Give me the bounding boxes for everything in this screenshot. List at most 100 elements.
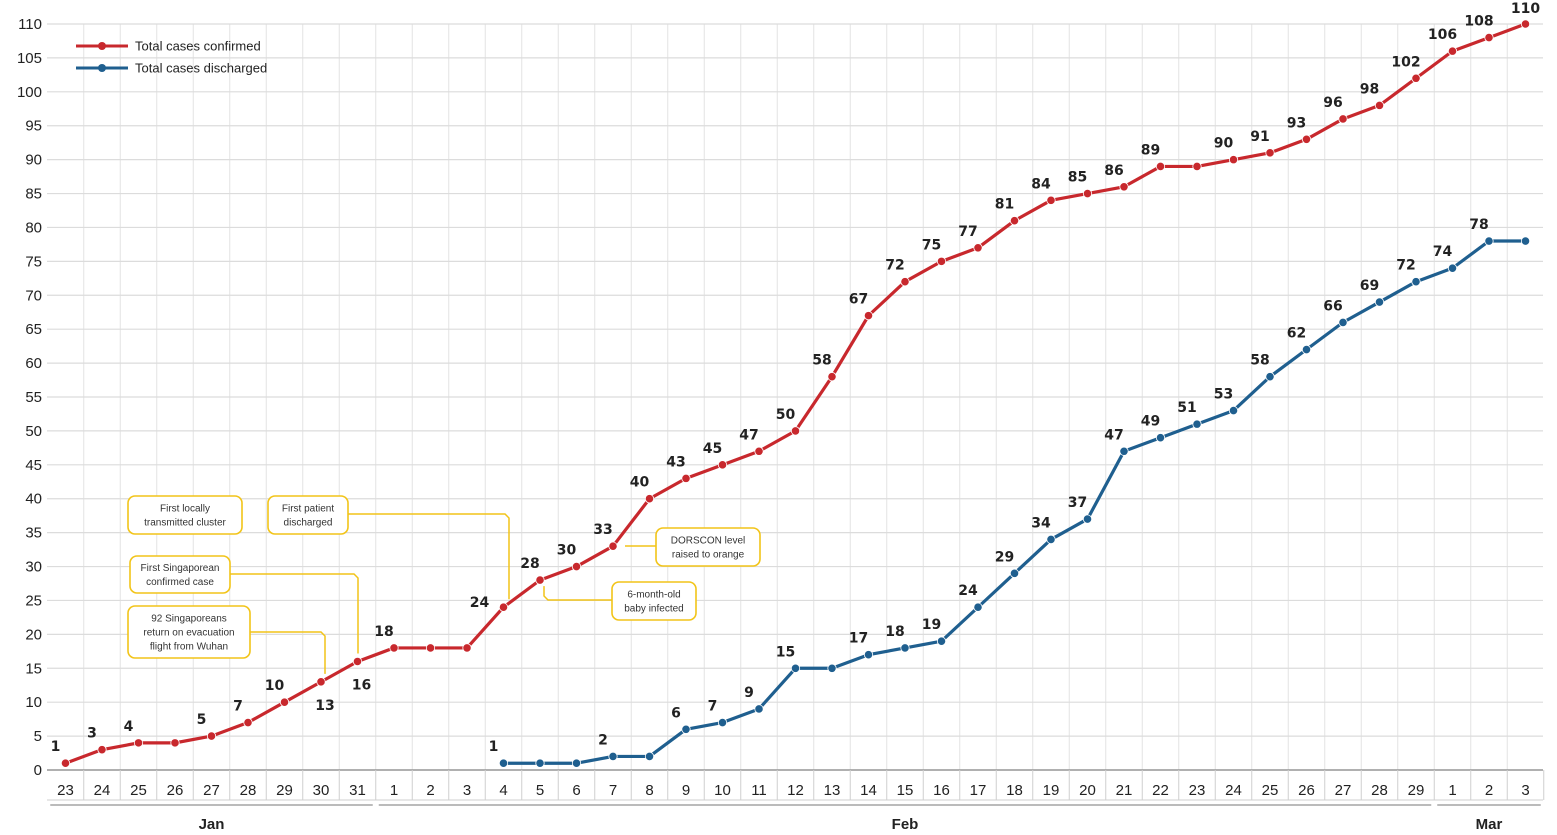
data-point	[1082, 188, 1093, 199]
data-point	[535, 575, 545, 585]
annotation-text: transmitted cluster	[144, 518, 226, 529]
month-label: Feb	[892, 816, 919, 833]
data-label: 85	[1068, 170, 1087, 186]
data-label: 106	[1428, 27, 1457, 43]
data-label: 47	[739, 427, 758, 443]
annotation-connector	[230, 573, 359, 654]
x-tick-label: 11	[751, 782, 767, 799]
x-tick-label: 15	[897, 782, 914, 799]
data-point	[352, 656, 363, 667]
data-label: 72	[885, 258, 904, 274]
data-point	[681, 724, 691, 734]
x-tick-label: 8	[645, 782, 653, 799]
x-tick-label: 3	[463, 782, 471, 799]
data-point	[827, 663, 837, 673]
data-point	[1155, 161, 1166, 172]
data-point	[462, 643, 472, 653]
data-label: 89	[1141, 142, 1160, 158]
data-point	[498, 758, 509, 768]
data-point	[900, 277, 910, 287]
data-label: 15	[776, 644, 795, 660]
x-tick-label: 5	[536, 782, 544, 799]
legend: Total cases confirmed Total cases dischar…	[76, 39, 267, 76]
data-point	[60, 758, 71, 768]
x-tick-label: 29	[1408, 782, 1425, 799]
x-tick-label: 2	[1485, 782, 1493, 799]
annotation-text: First patient	[282, 504, 334, 515]
legend-label: Total cases confirmed	[135, 39, 261, 54]
data-label: 24	[470, 595, 490, 611]
data-point	[1520, 19, 1531, 29]
x-tick-label: 1	[1448, 782, 1456, 799]
x-tick-label: 16	[933, 782, 950, 799]
series	[60, 19, 1531, 768]
data-label: 91	[1250, 129, 1269, 145]
y-tick-label: 65	[25, 321, 42, 338]
data-point	[1484, 236, 1494, 246]
y-tick-label: 50	[25, 423, 42, 440]
data-point	[316, 677, 326, 687]
x-tick-label: 20	[1079, 782, 1096, 799]
y-tick-label: 95	[25, 118, 42, 135]
data-point	[936, 636, 947, 646]
data-label: 66	[1323, 298, 1342, 314]
data-point	[973, 602, 983, 612]
data-label: 98	[1360, 81, 1379, 97]
data-point	[608, 541, 618, 551]
data-label: 9	[744, 685, 754, 701]
y-tick-label: 25	[25, 592, 42, 609]
x-tick-label: 29	[276, 782, 293, 799]
legend-swatch-point	[98, 42, 106, 50]
data-point	[754, 446, 764, 456]
data-point	[973, 243, 983, 253]
data-point	[863, 311, 874, 321]
x-tick-label: 7	[609, 782, 617, 799]
data-point	[1338, 317, 1348, 327]
data-point	[1374, 297, 1385, 307]
data-point	[1046, 195, 1056, 205]
annotation-connector	[250, 631, 326, 674]
legend-entry: Total cases discharged	[76, 61, 267, 76]
x-tick-label: 18	[1006, 782, 1023, 799]
annotation-evac: 92 Singaporeans return on evacuation fligh…	[127, 605, 326, 674]
annotation-box	[655, 527, 761, 567]
y-tick-label: 45	[25, 457, 42, 474]
data-label: 34	[1031, 515, 1051, 531]
data-point	[133, 738, 144, 748]
data-point	[1119, 446, 1129, 456]
data-label: 90	[1214, 136, 1234, 152]
data-label: 96	[1323, 95, 1342, 111]
x-tick-label: 26	[167, 782, 184, 799]
data-point	[1484, 32, 1494, 43]
annotation-text: confirmed case	[146, 577, 214, 588]
data-label: 108	[1464, 14, 1493, 30]
annotation-box	[129, 555, 231, 594]
data-point	[1447, 263, 1458, 273]
data-point	[1192, 161, 1202, 172]
y-tick-label: 110	[18, 16, 42, 33]
x-tick-label: 31	[349, 782, 366, 799]
x-tick-label: 24	[94, 782, 111, 799]
data-point	[389, 643, 399, 653]
data-label: 67	[849, 292, 868, 308]
series-confirmed	[60, 19, 1531, 768]
annotation-dorscon: DORSCON level raised to orange	[625, 527, 761, 567]
data-point	[571, 561, 582, 572]
x-tick-label: 3	[1521, 782, 1529, 799]
series-line	[503, 239, 1526, 765]
data-label: 75	[922, 237, 941, 253]
legend-label: Total cases discharged	[135, 61, 267, 76]
y-tick-label: 60	[25, 355, 42, 372]
y-tick-label: 85	[25, 186, 42, 203]
y-tick-label: 40	[25, 491, 42, 508]
data-point	[790, 426, 801, 436]
annotation-text: DORSCON level	[671, 536, 745, 547]
legend-swatch-point	[98, 64, 106, 72]
data-point	[608, 751, 618, 762]
x-tick-label: 6	[572, 782, 580, 799]
data-label: 37	[1068, 495, 1087, 511]
data-label: 5	[197, 712, 207, 728]
annotation-text: First Singaporean	[141, 563, 220, 574]
data-point	[1228, 405, 1239, 416]
